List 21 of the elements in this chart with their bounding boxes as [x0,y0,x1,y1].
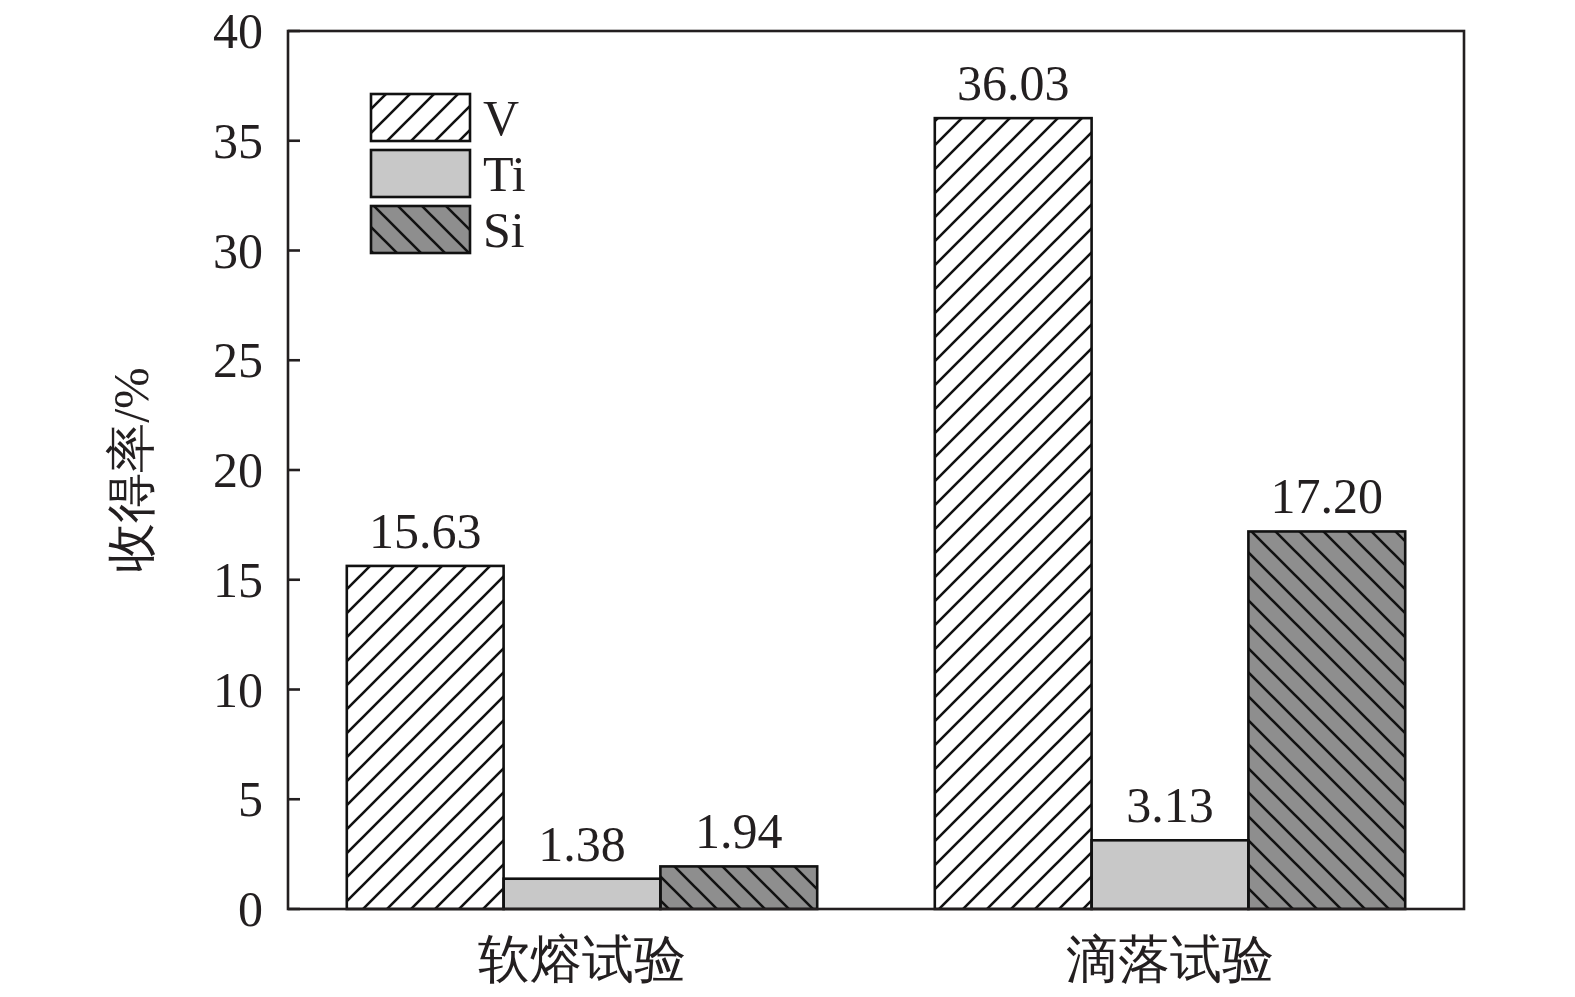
y-tick-label: 30 [213,222,263,279]
y-tick-label: 15 [213,551,263,608]
legend-label: Ti [483,145,526,202]
x-tick-label: 滴落试验 [1066,931,1274,988]
data-label: 1.94 [695,803,783,860]
y-tick-label: 40 [213,3,263,59]
data-label: 1.38 [538,815,626,872]
data-label: 36.03 [956,55,1070,112]
legend-label: V [483,89,520,146]
y-axis-title: 收得率/% [103,367,159,573]
data-label: 17.20 [1270,468,1384,525]
legend-label: Si [483,201,525,258]
y-tick-label: 20 [213,442,263,498]
y-tick-label: 5 [238,771,263,828]
y-tick-label: 10 [213,661,263,718]
y-tick-label: 25 [213,332,263,389]
data-label: 15.63 [368,502,482,559]
y-tick-label: 0 [238,881,263,937]
x-tick-label: 软熔试验 [478,931,686,988]
data-label: 3.13 [1126,777,1214,834]
y-tick-label: 35 [213,112,263,169]
